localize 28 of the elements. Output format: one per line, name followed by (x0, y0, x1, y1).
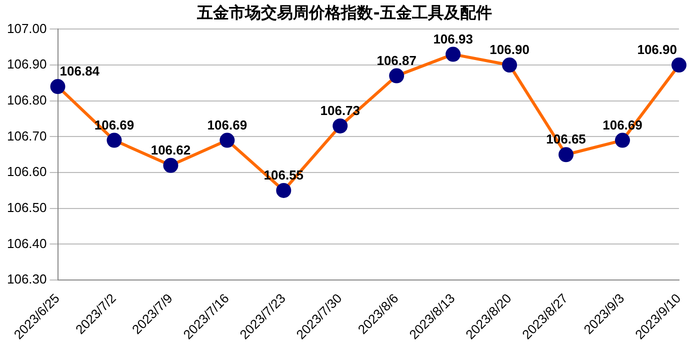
point (614, 132, 630, 148)
point (220, 132, 235, 148)
y-tick-label: 106.30 (6, 272, 47, 287)
data-label: 106.69 (207, 117, 248, 132)
point (389, 68, 404, 84)
y-tick-label: 107.00 (6, 20, 47, 36)
chart-title: 五金市场交易周价格指数-五金工具及配件 (196, 2, 492, 22)
data-label: 106.87 (376, 52, 416, 68)
data-label: 106.62 (150, 142, 191, 158)
point (163, 158, 178, 173)
y-tick-label: 106.50 (6, 200, 47, 215)
point (502, 58, 518, 73)
y-tick-label: 106.60 (6, 164, 47, 180)
point (50, 79, 66, 94)
point (558, 147, 574, 162)
data-label: 106.90 (490, 42, 530, 58)
point (106, 132, 122, 148)
data-label: 106.93 (433, 31, 473, 46)
y-tick-label: 106.90 (6, 56, 47, 72)
y-tick-label: 106.40 (6, 236, 47, 251)
point (332, 118, 348, 134)
point (446, 46, 461, 62)
data-label: 106.84 (60, 64, 100, 79)
point (276, 182, 292, 198)
data-label: 106.90 (637, 42, 677, 58)
y-tick-label: 106.80 (6, 92, 47, 108)
point (671, 58, 686, 73)
y-tick-label: 106.70 (6, 128, 47, 144)
